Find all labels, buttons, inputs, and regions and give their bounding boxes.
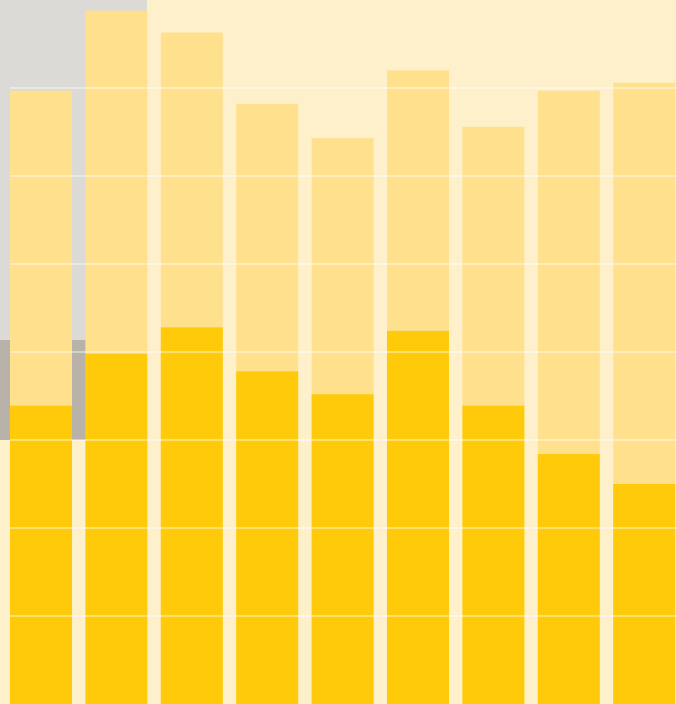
bar [537, 454, 600, 704]
bar [462, 405, 525, 704]
bar [236, 371, 299, 704]
bar [85, 353, 148, 704]
bar [311, 394, 374, 704]
grid [10, 87, 676, 617]
bar [613, 484, 676, 704]
bar [160, 327, 223, 704]
bar [387, 330, 449, 704]
bars [10, 10, 676, 704]
bar [10, 405, 72, 704]
